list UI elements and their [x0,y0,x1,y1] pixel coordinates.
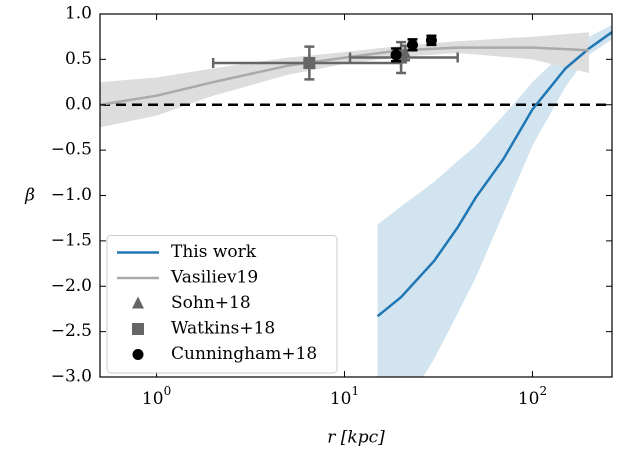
x-tick-power: 1 [352,384,360,398]
marker-circle [425,34,437,46]
legend-label: This work [171,242,257,262]
confidence-band [377,24,612,377]
legend-label: Sohn+18 [171,293,251,313]
x-axis-label: r [kpc] [327,428,385,448]
legend-label: Cunningham+18 [171,344,317,364]
marker-circle [406,39,418,51]
y-tick-label: −3.0 [51,367,92,387]
x-tick-base: 10 [518,389,540,409]
marker-circle [132,349,144,360]
x-tick-base: 10 [330,389,352,409]
marker-square [132,323,144,335]
marker-circle [390,49,402,61]
x-tick-power: 2 [539,384,547,398]
marker-square [303,57,316,70]
y-tick-label: 0.0 [65,94,92,114]
legend-box [106,235,338,374]
y-tick-label: −0.5 [51,140,92,160]
legend: This work Vasiliev19 Sohn+18 Watkins+18 Cunn… [106,235,338,374]
y-tick-label: −2.0 [51,276,92,296]
x-tick-label: 101 [330,384,359,409]
y-tick-label: −2.5 [51,321,92,341]
y-tick-label: 0.5 [65,49,92,69]
y-tick-label: −1.5 [51,230,92,250]
x-tick-base: 10 [142,389,164,409]
legend-label: Watkins+18 [171,319,275,339]
legend-label: Vasiliev19 [170,268,258,288]
y-axis-label: β [24,186,35,206]
series-line [376,31,612,318]
plot-area [100,24,612,377]
y-tick-label: 1.0 [65,4,92,24]
y-tick-label: −1.0 [51,185,92,205]
confidence-band [100,32,589,128]
x-tick-label: 100 [142,384,171,409]
series-line [100,46,590,107]
x-tick-label: 102 [518,384,547,409]
marker-triangle [132,296,144,309]
x-tick-power: 0 [164,384,172,398]
